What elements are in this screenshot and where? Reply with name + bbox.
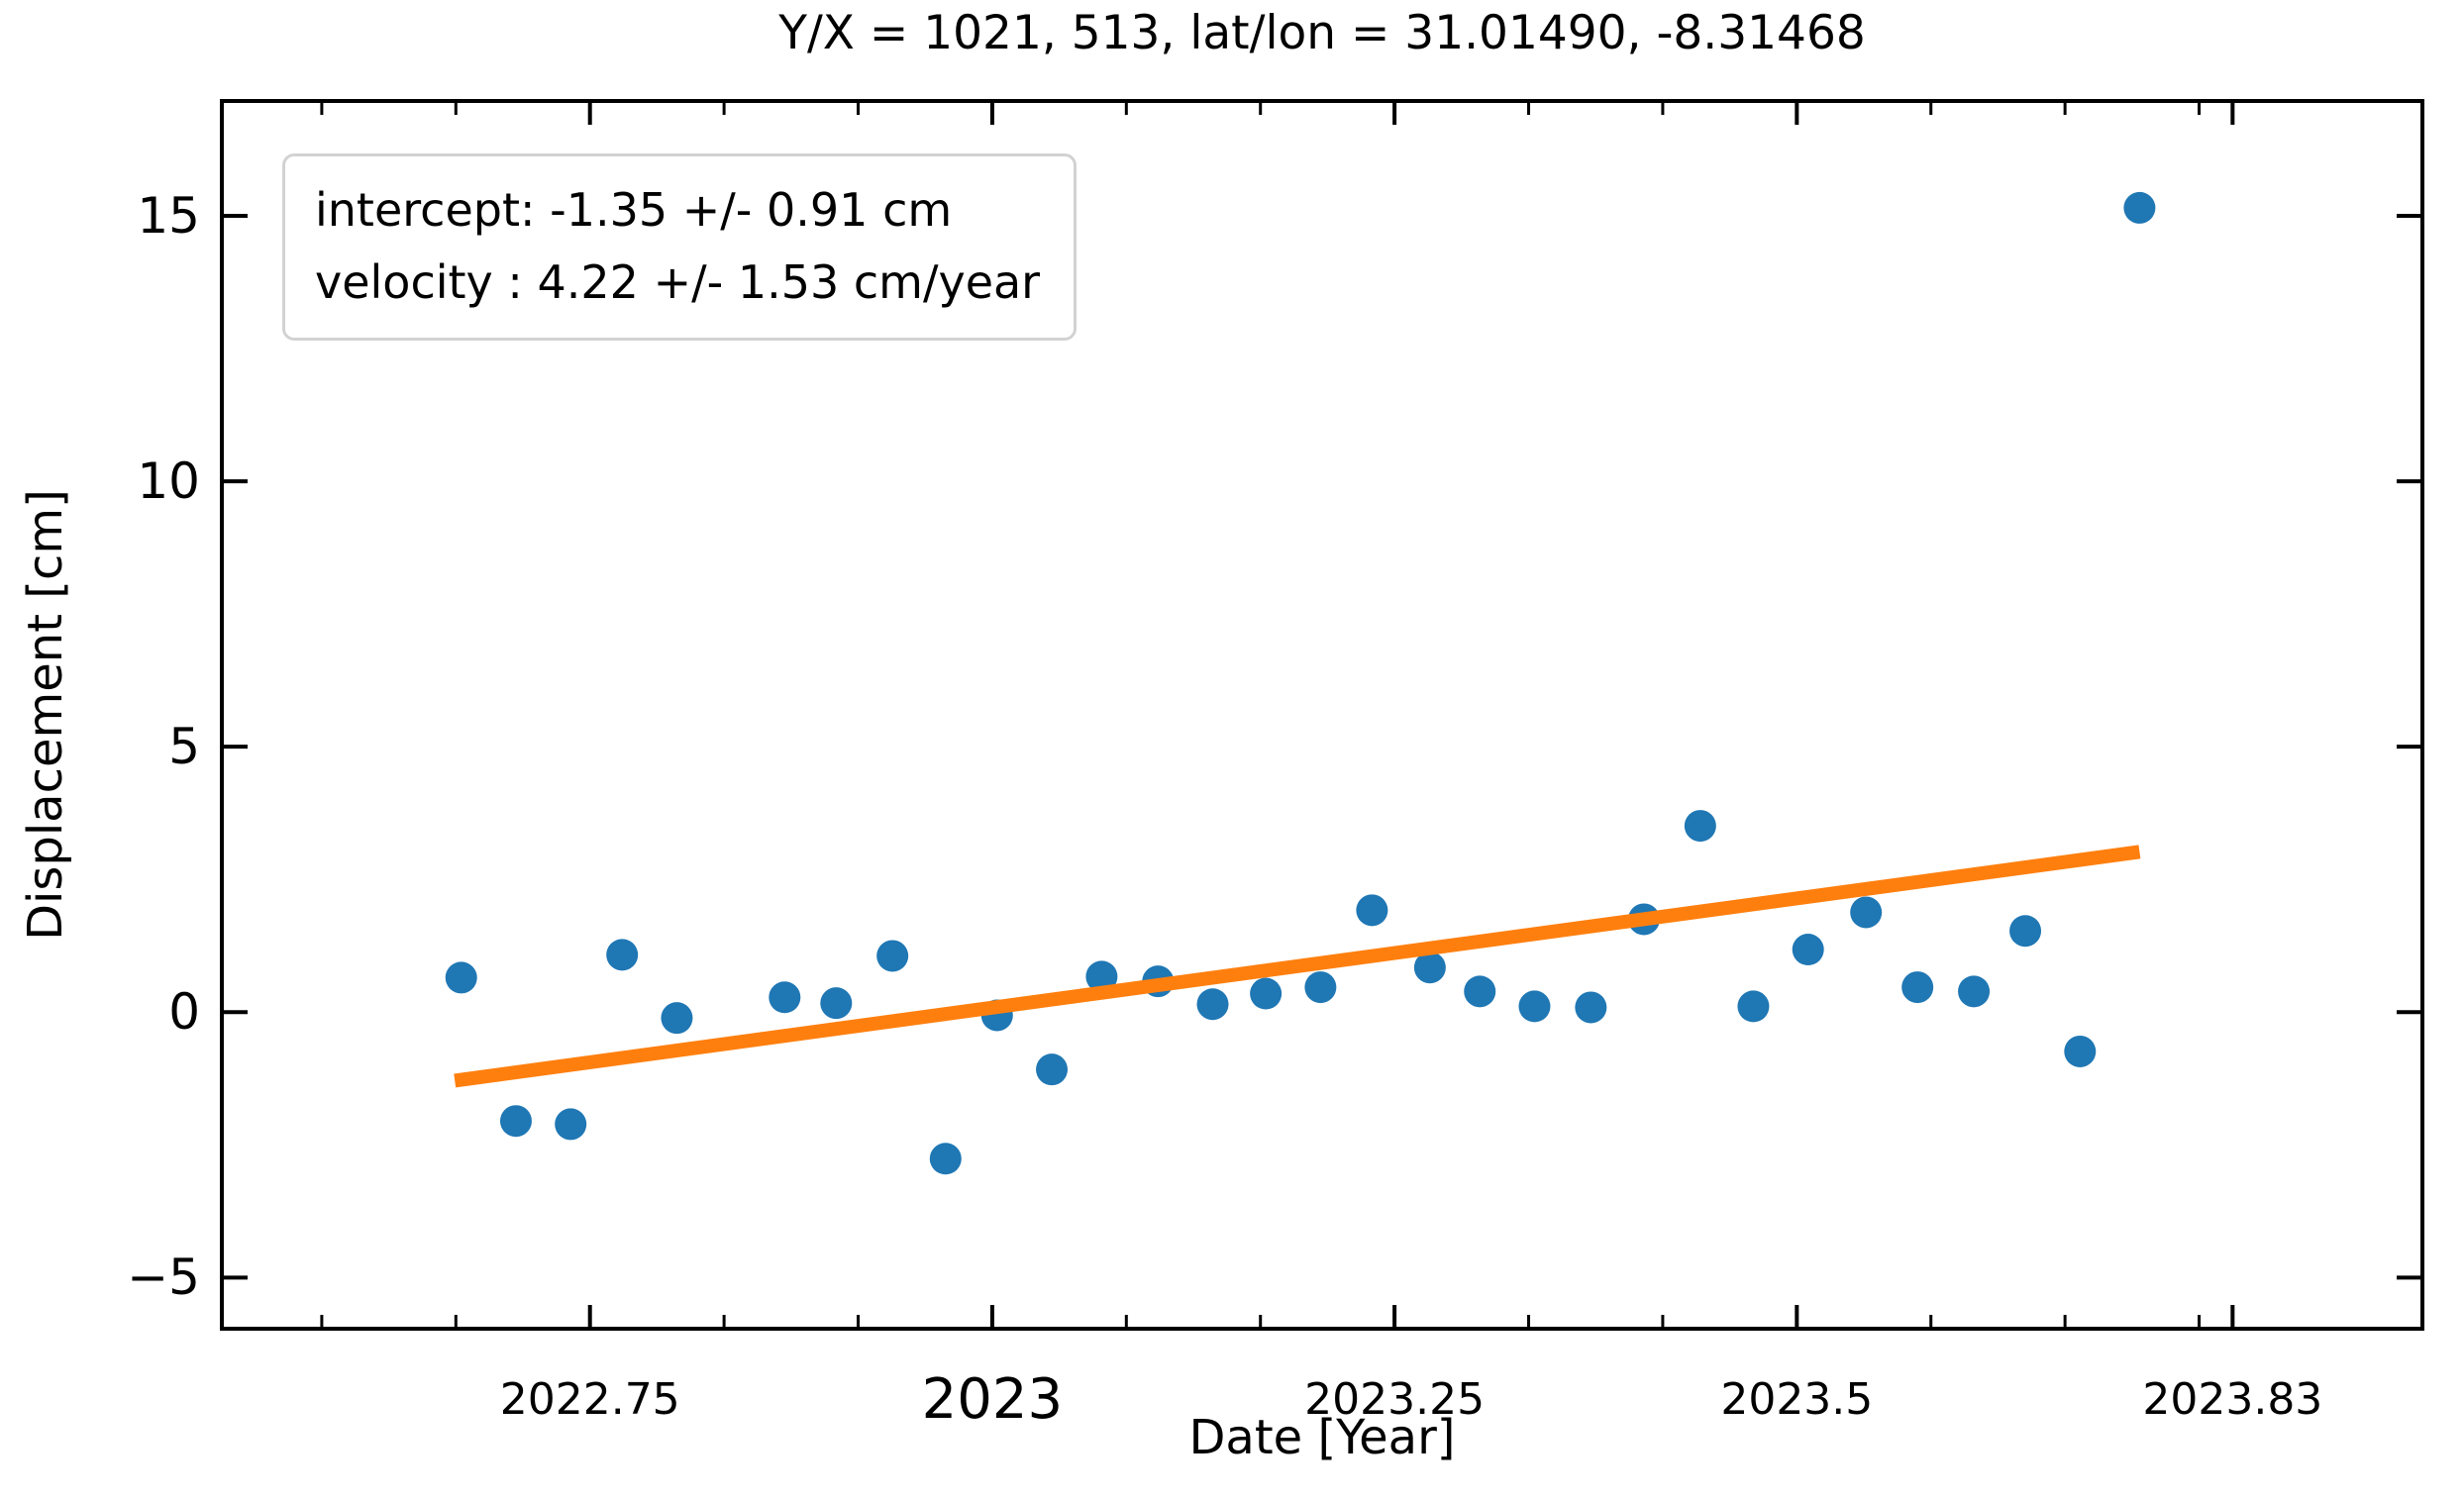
scatter-point xyxy=(1518,990,1551,1023)
scatter-point xyxy=(1792,934,1824,966)
x-tick-label: 2023.25 xyxy=(1304,1374,1486,1425)
velocity-text: velocity : 4.22 +/- 1.53 cm/year xyxy=(315,254,1041,309)
intercept-text: intercept: -1.35 +/- 0.91 cm xyxy=(315,183,953,237)
scatter-point xyxy=(1356,894,1388,927)
scatter-point xyxy=(1085,960,1118,993)
x-tick-label: 2023 xyxy=(921,1367,1064,1432)
trend-line xyxy=(454,845,2141,1088)
scatter-point xyxy=(1250,977,1283,1010)
scatter-point xyxy=(820,987,853,1020)
scatter-point xyxy=(445,961,477,994)
x-tick-label: 2023.5 xyxy=(1720,1374,1874,1425)
axes-border xyxy=(220,99,2424,1331)
scatter-point xyxy=(1737,990,1770,1023)
scatter-point xyxy=(2009,915,2042,948)
scatter-point xyxy=(1958,975,1991,1008)
scatter-point xyxy=(2064,1035,2097,1067)
scatter-point xyxy=(1196,988,1229,1021)
scatter-point xyxy=(1901,971,1934,1004)
y-tick-label: −5 xyxy=(127,1249,200,1307)
scatter-point xyxy=(1304,971,1337,1004)
scatter-point xyxy=(1850,896,1883,929)
fit-stats-box: intercept: -1.35 +/- 0.91 cm velocity : … xyxy=(282,153,1078,342)
plot-title: Y/X = 1021, 513, lat/lon = 31.01490, -8.… xyxy=(778,6,1866,60)
scatter-point xyxy=(1036,1053,1069,1086)
scatter-point xyxy=(929,1143,962,1175)
scatter-point xyxy=(606,939,639,971)
y-tick-label: 0 xyxy=(168,983,200,1042)
scatter-point xyxy=(876,940,909,972)
scatter-point xyxy=(1413,951,1446,984)
x-axis-label: Date [Year] xyxy=(1188,1410,1456,1465)
scatter-point xyxy=(1684,810,1716,843)
x-tick-label: 2023.83 xyxy=(2142,1374,2323,1425)
y-axis-label: Displacement [cm] xyxy=(18,489,73,941)
y-tick-label: 15 xyxy=(137,186,200,245)
scatter-point xyxy=(1575,991,1607,1024)
scatter-point xyxy=(661,1002,693,1035)
y-tick-label: 10 xyxy=(137,452,200,511)
plot-area xyxy=(220,99,2424,1331)
scatter-point xyxy=(1464,975,1496,1008)
scatter-point xyxy=(2123,191,2156,224)
scatter-point xyxy=(555,1108,587,1141)
scatter-point xyxy=(769,981,801,1014)
x-tick-label: 2022.75 xyxy=(499,1374,680,1425)
scatter-point xyxy=(499,1105,532,1138)
y-tick-label: 5 xyxy=(168,718,200,776)
